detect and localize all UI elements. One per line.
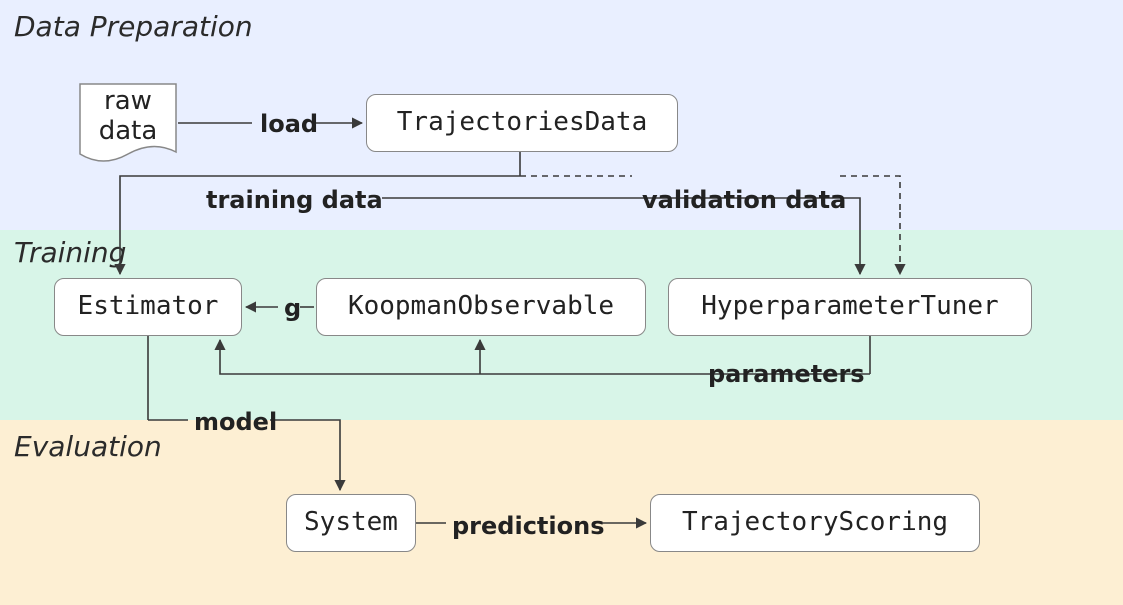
edge-label-params: parameters xyxy=(706,360,867,388)
section-label-dataprep: Data Preparation xyxy=(14,10,253,43)
node-tuner: HyperparameterTuner xyxy=(668,278,1032,336)
edge-label-trainingdata: training data xyxy=(204,186,385,214)
edge-label-load: load xyxy=(258,110,320,138)
node-koopman: KoopmanObservable xyxy=(316,278,646,336)
node-trajdata: TrajectoriesData xyxy=(366,94,678,152)
edge-label-valdata: validation data xyxy=(640,186,848,214)
edge-label-g: g xyxy=(282,294,303,322)
edge-label-predictions: predictions xyxy=(450,512,606,540)
node-scoring: TrajectoryScoring xyxy=(650,494,980,552)
node-estimator: Estimator xyxy=(54,278,242,336)
node-system: System xyxy=(286,494,416,552)
node-rawdata-label: rawdata xyxy=(78,82,178,152)
node-rawdata: rawdata xyxy=(78,82,178,164)
section-label-training: Training xyxy=(14,236,126,269)
edge-label-model: model xyxy=(192,408,279,436)
section-label-evaluation: Evaluation xyxy=(14,430,162,463)
